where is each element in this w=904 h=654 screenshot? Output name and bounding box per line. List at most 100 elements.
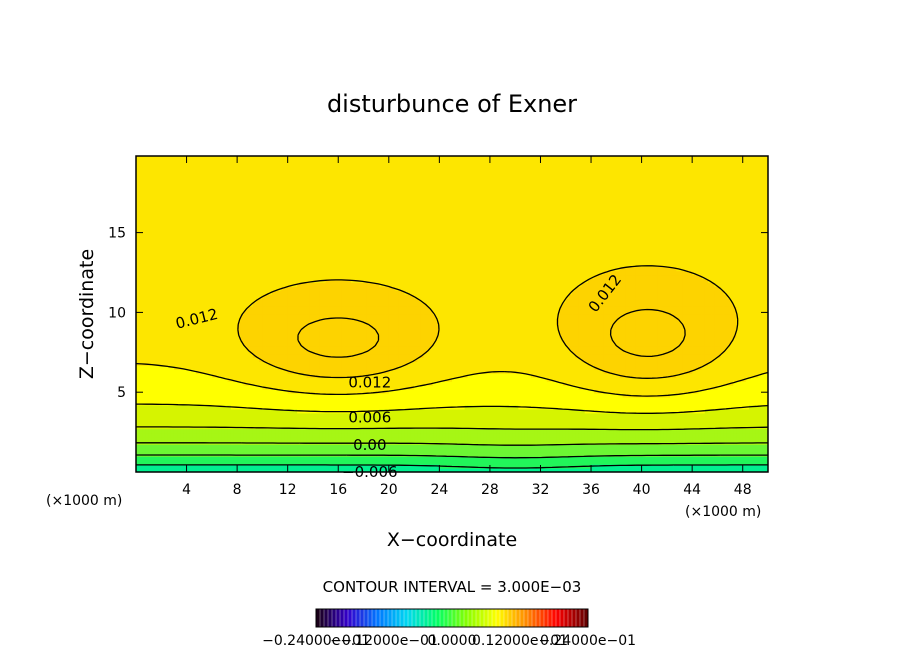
field-cell (177, 369, 181, 374)
field-cell (167, 341, 172, 347)
field-cell (170, 242, 175, 248)
field-cell (183, 460, 188, 465)
field-cell (202, 464, 207, 469)
field-cell (199, 381, 203, 386)
field-cell (139, 163, 143, 169)
field-cell (173, 215, 178, 220)
field-cell (173, 159, 178, 165)
field-cell (145, 238, 150, 244)
field-cell (240, 337, 245, 343)
field-cell (259, 436, 263, 441)
field-cell (164, 231, 169, 236)
field-cell (158, 357, 162, 362)
field-cell (136, 306, 140, 311)
field-cell (246, 211, 251, 216)
field-cell (252, 456, 257, 461)
field-cell (192, 393, 197, 398)
field-cell (148, 400, 153, 406)
field-cell (265, 345, 270, 351)
field-cell (161, 345, 166, 351)
field-cell (145, 377, 150, 382)
field-cell (259, 325, 263, 331)
field-cell (164, 219, 169, 224)
field-cell (230, 278, 235, 283)
field-cell (259, 286, 263, 291)
field-cell (145, 179, 150, 185)
field-cell (208, 235, 213, 240)
field-cell (208, 163, 213, 169)
field-cell (161, 290, 166, 295)
field-cell (136, 266, 140, 272)
field-cell (192, 163, 197, 169)
field-cell (136, 167, 140, 173)
field-cell (259, 163, 263, 169)
field-cell (180, 306, 184, 311)
field-cell (173, 317, 178, 323)
field-cell (170, 227, 175, 232)
field-cell (211, 227, 216, 232)
field-cell (158, 278, 162, 283)
field-cell (230, 274, 235, 280)
field-cell (158, 298, 162, 303)
field-cell (243, 195, 248, 201)
field-cell (177, 464, 181, 469)
field-cell (262, 175, 267, 181)
field-cell (246, 298, 251, 303)
field-cell (186, 337, 191, 343)
field-cell (262, 468, 267, 472)
field-cell (246, 171, 251, 177)
field-cell (265, 235, 270, 240)
field-cell (192, 290, 197, 295)
field-cell (202, 373, 207, 378)
field-cell (262, 444, 267, 449)
field-cell (249, 167, 254, 173)
field-cell (233, 231, 238, 236)
field-cell (158, 329, 162, 335)
field-cell (262, 377, 267, 382)
field-cell (221, 278, 226, 283)
field-cell (189, 183, 194, 189)
field-cell (158, 183, 162, 189)
field-cell (148, 278, 153, 283)
field-cell (170, 432, 175, 438)
field-cell (183, 464, 188, 469)
field-cell (246, 207, 251, 212)
field-cell (208, 199, 213, 204)
field-cell (173, 389, 178, 394)
field-cell (211, 270, 216, 276)
field-cell (183, 302, 188, 307)
field-cell (158, 373, 162, 378)
field-cell (161, 223, 166, 228)
field-cell (218, 183, 222, 189)
field-cell (218, 199, 222, 204)
field-cell (199, 349, 203, 355)
field-cell (139, 306, 143, 311)
field-cell (230, 258, 235, 264)
field-cell (167, 448, 172, 453)
field-cell (196, 262, 200, 268)
field-cell (246, 250, 251, 256)
field-cell (151, 353, 156, 359)
field-cell (192, 203, 197, 208)
field-cell (186, 381, 191, 386)
field-cell (252, 448, 257, 453)
field-cell (180, 156, 184, 161)
field-cell (227, 203, 232, 208)
field-cell (259, 468, 263, 472)
field-cell (148, 159, 153, 165)
field-cell (215, 211, 219, 216)
field-cell (262, 314, 267, 319)
field-cell (224, 298, 229, 303)
field-cell (192, 333, 197, 339)
field-cell (196, 381, 200, 386)
field-cell (173, 235, 178, 240)
field-cell (249, 373, 254, 378)
field-cell (154, 282, 159, 287)
field-cell (211, 207, 216, 212)
field-cell (246, 179, 251, 185)
field-cell (139, 464, 143, 469)
field-cell (246, 377, 251, 382)
field-cell (158, 246, 162, 252)
field-cell (145, 365, 150, 370)
field-cell (227, 361, 232, 366)
